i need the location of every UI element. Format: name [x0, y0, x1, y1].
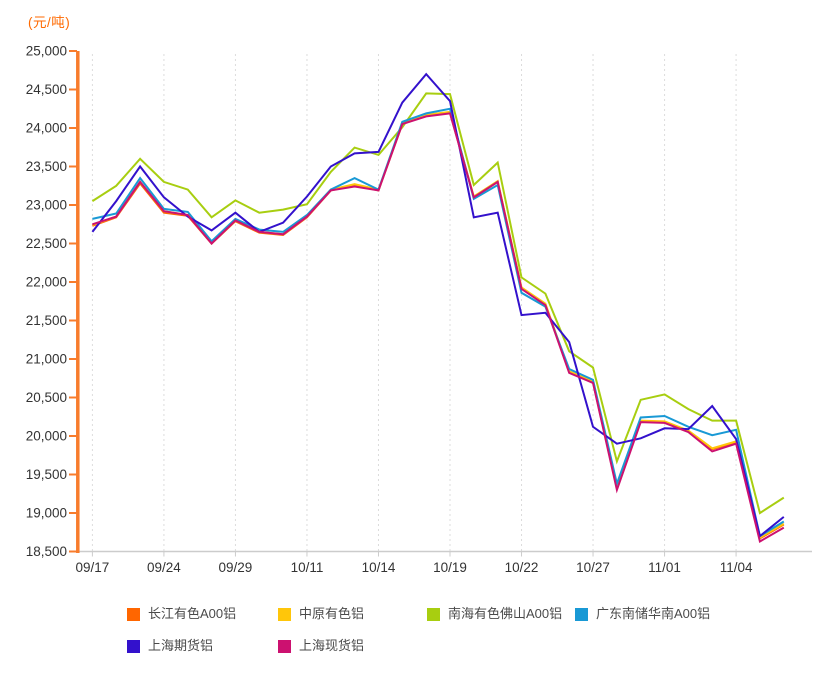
legend-item-label: 上海期货铝 [148, 638, 214, 653]
series-line-1 [92, 110, 785, 540]
x-tick-label: 10/27 [576, 560, 610, 575]
legend-swatch [127, 639, 140, 653]
y-tick-label: 22,000 [26, 275, 67, 290]
x-tick-label: 10/19 [433, 560, 467, 575]
series-line-3 [92, 107, 785, 538]
legend-item: 南海有色佛山A00铝 [427, 607, 562, 621]
y-tick-label: 22,500 [26, 236, 67, 251]
legend-swatch [427, 607, 440, 621]
y-tick-label: 24,500 [26, 82, 67, 97]
y-tick-label: 19,500 [26, 467, 67, 482]
y-tick-label: 20,000 [26, 429, 67, 444]
y-tick-label: 20,500 [26, 390, 67, 405]
legend-item-label: 上海现货铝 [299, 638, 365, 653]
y-tick-label: 23,000 [26, 198, 67, 213]
legend-item: 中原有色铝 [278, 607, 364, 621]
price-line-chart: 09/17 09/24 09/29 10/11 10/14 10/19 10/22 10/27… [26, 44, 812, 575]
x-tick-label: 09/17 [76, 560, 110, 575]
legend-item-label: 中原有色铝 [299, 606, 365, 621]
legend-swatch [575, 607, 588, 621]
x-tick-label: 10/11 [291, 560, 324, 575]
y-tick-label: 21,000 [26, 352, 67, 367]
x-tick-label: 10/14 [362, 560, 396, 575]
y-tick-label: 19,000 [26, 506, 67, 521]
series-line-2 [91, 92, 785, 515]
chart-title: (元/吨) [28, 15, 71, 30]
legend-item-label: 长江有色A00铝 [148, 606, 237, 621]
y-tick-label: 23,500 [26, 159, 67, 174]
series-line-0 [92, 111, 785, 540]
legend-swatch [278, 639, 291, 653]
y-tick-label: 24,000 [26, 121, 67, 136]
legend-item-label: 广东南储华南A00铝 [596, 606, 711, 621]
legend-swatch [127, 607, 140, 621]
x-tick-label: 10/22 [505, 560, 539, 575]
legend-item: 广东南储华南A00铝 [575, 607, 710, 621]
x-tick-label: 09/29 [219, 560, 253, 575]
x-tick-label: 09/24 [147, 560, 181, 575]
y-tick-label: 18,500 [26, 544, 67, 559]
y-tick-label: 25,000 [26, 44, 67, 59]
legend-swatch [278, 607, 291, 621]
legend-item-label: 南海有色佛山A00铝 [448, 606, 563, 621]
legend-item: 上海现货铝 [278, 639, 364, 653]
x-tick-label: 11/01 [648, 560, 681, 575]
series-line-5 [92, 112, 785, 544]
legend-item: 长江有色A00铝 [127, 607, 236, 621]
series-line-4 [91, 72, 785, 538]
x-tick-label: 11/04 [720, 560, 753, 575]
legend-item: 上海期货铝 [127, 639, 213, 653]
y-tick-label: 21,500 [26, 313, 67, 328]
